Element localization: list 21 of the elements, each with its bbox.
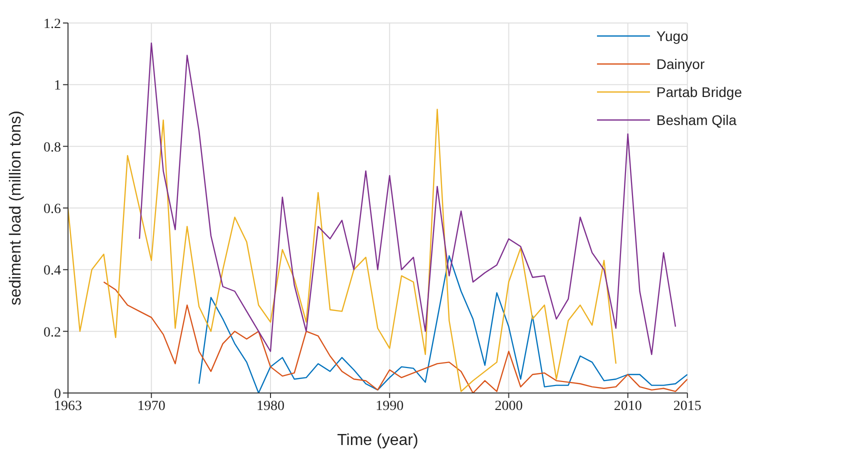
x-tick-label: 2010 — [614, 398, 642, 414]
y-tick-label: 0.4 — [44, 264, 61, 279]
y-axis-title: sediment load (million tons) — [8, 110, 25, 306]
x-tick-label: 2015 — [673, 398, 702, 414]
x-tick-label: 1970 — [137, 398, 166, 414]
line-series — [198, 255, 688, 393]
y-tick-label: 0.2 — [44, 325, 61, 340]
y-tick-label: 0.6 — [44, 202, 61, 217]
y-tick-label: 0.8 — [44, 140, 61, 156]
legend-label: Dainyor — [656, 56, 705, 72]
x-axis-title: Time (year) — [337, 432, 418, 449]
line-series — [68, 108, 617, 392]
x-tick-label: 2000 — [494, 398, 523, 414]
legend-label: Besham Qila — [656, 112, 737, 128]
legend-label: Partab Bridge — [656, 84, 742, 100]
y-tick-label: 1 — [54, 78, 61, 94]
line-series — [103, 281, 688, 393]
x-tick-label: 1990 — [376, 398, 404, 414]
x-tick-label: 1980 — [256, 398, 284, 414]
legend-label: Yugo — [656, 28, 688, 44]
y-tick-label: 1.2 — [44, 16, 61, 32]
